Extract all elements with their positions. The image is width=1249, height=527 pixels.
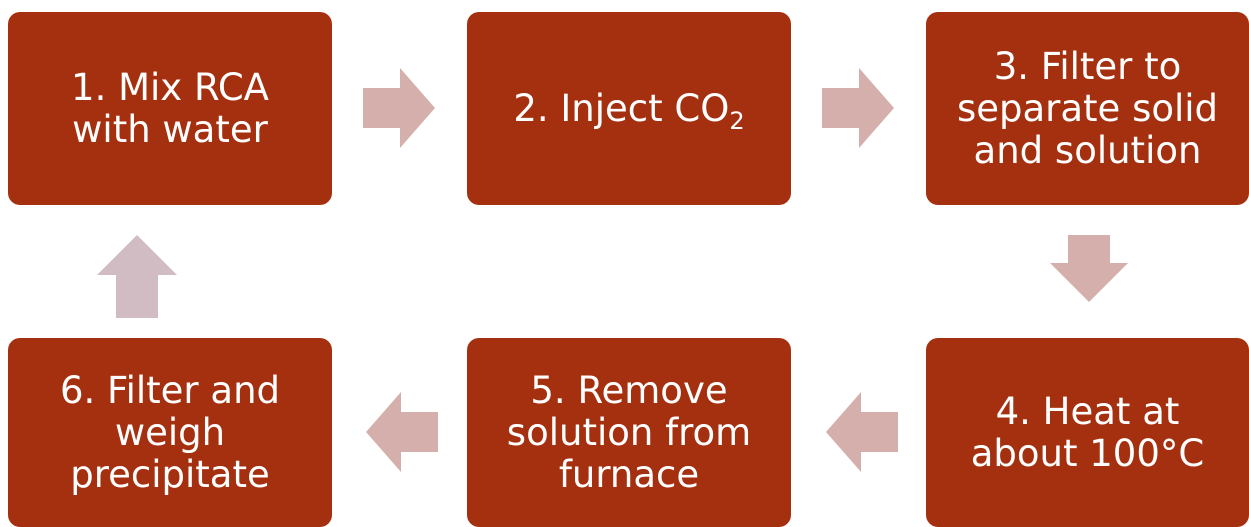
step-text: with water (72, 107, 268, 151)
step-text: furnace (558, 452, 700, 496)
step-line: 6. Filter and (59, 368, 281, 412)
arrow-left (366, 392, 438, 472)
step-line: solution from (506, 410, 752, 454)
arrow-right (822, 68, 894, 148)
step-line: and solution (973, 128, 1202, 172)
step-text: 5. Remove (530, 368, 728, 412)
step-line: 4. Heat at (995, 389, 1180, 433)
step-text: precipitate (70, 452, 270, 496)
step-line: 5. Remove (530, 368, 728, 412)
step-box: 4. Heat at about 100°C (926, 338, 1249, 527)
arrow-left (826, 392, 898, 472)
step-box: 1. Mix RCA with water (8, 12, 332, 205)
step-text: 6. Filter and (59, 368, 281, 412)
step-line: weigh (114, 410, 226, 454)
step-line: with water (72, 107, 268, 151)
step-box: 6. Filter and weigh precipitate (8, 338, 332, 527)
step-text: weigh (114, 410, 226, 454)
arrow-right (363, 68, 435, 148)
step-text: about 100°C (970, 431, 1205, 475)
step-line: 2. Inject CO2 (513, 86, 744, 133)
step-line: about 100°C (970, 431, 1205, 475)
step-line: 3. Filter to (993, 44, 1182, 88)
arrow-up (97, 235, 177, 318)
step-text: 3. Filter to (993, 44, 1182, 88)
step-line: furnace (558, 452, 700, 496)
step-box: 2. Inject CO2 (467, 12, 791, 205)
step-text: 2. Inject CO (513, 86, 730, 130)
step-text: 4. Heat at (995, 389, 1180, 433)
step-text: solution from (506, 410, 752, 454)
step-line: precipitate (70, 452, 270, 496)
subscript: 2 (729, 106, 745, 135)
step-text: separate solid (956, 86, 1219, 130)
step-box: 5. Remove solution from furnace (467, 338, 791, 527)
step-text: 1. Mix RCA (71, 65, 269, 109)
step-box: 3. Filter to separate solid and solution (926, 12, 1249, 205)
step-line: 1. Mix RCA (71, 65, 269, 109)
step-text: and solution (973, 128, 1202, 172)
arrow-down (1050, 235, 1128, 302)
step-line: separate solid (956, 86, 1219, 130)
